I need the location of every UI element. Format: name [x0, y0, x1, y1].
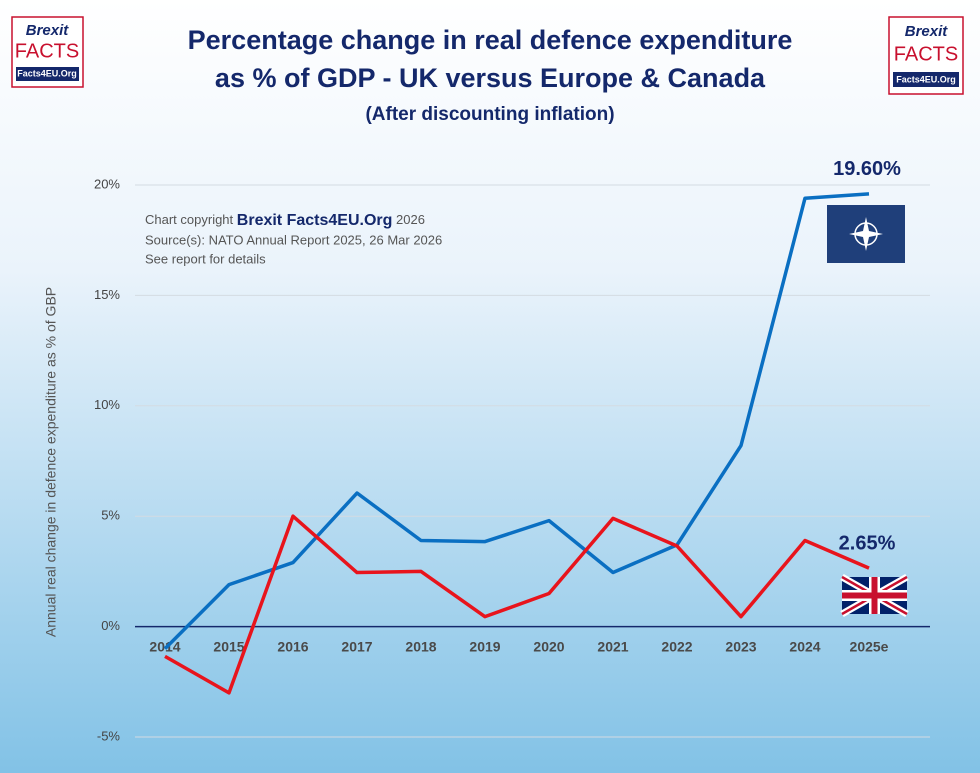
x-tick-label: 2020 — [533, 638, 564, 654]
nato-flag — [827, 205, 905, 263]
x-tick-label: 2021 — [597, 638, 628, 654]
logo-text: Facts4EU.Org — [17, 68, 77, 78]
x-tick-label: 2018 — [405, 638, 436, 654]
logo-text: FACTS — [15, 40, 79, 62]
logo: Brexit FACTS Facts4EU.Org — [888, 16, 964, 95]
y-tick-label: 15% — [94, 287, 120, 302]
logo-text: Brexit — [905, 23, 949, 40]
value-label: 19.60% — [833, 158, 901, 180]
y-tick-label: 5% — [101, 508, 120, 523]
chart-subtitle: (After discounting inflation) — [365, 104, 614, 125]
annotation: See report for details — [145, 251, 266, 266]
y-tick-label: 20% — [94, 176, 120, 191]
flag-part — [842, 577, 907, 614]
logo-text: FACTS — [894, 43, 958, 65]
logo: Brexit FACTS Facts4EU.Org — [11, 16, 84, 88]
annotation: Chart copyright — [145, 212, 234, 227]
series-line — [163, 192, 870, 650]
series-line — [164, 514, 870, 695]
y-tick-label: -5% — [97, 728, 121, 743]
y-tick-label: 10% — [94, 397, 120, 412]
x-tick-label: 2022 — [661, 638, 692, 654]
logo-text: Facts4EU.Org — [896, 74, 956, 84]
value-label: 2.65% — [839, 532, 896, 554]
x-tick-label: 2023 — [725, 638, 756, 654]
annotation-brand: Brexit Facts4EU.Org — [237, 212, 393, 229]
y-tick-label: 0% — [101, 618, 120, 633]
x-tick-label: 2016 — [277, 638, 308, 654]
x-tick-label: 2015 — [213, 638, 244, 654]
uk-flag — [840, 573, 909, 618]
chart-title: as % of GDP - UK versus Europe & Canada — [215, 63, 766, 93]
annotation: Source(s): NATO Annual Report 2025, 26 M… — [145, 232, 442, 247]
logo-text: Brexit — [26, 22, 70, 39]
x-tick-label: 2019 — [469, 638, 500, 654]
x-tick-label: 2025e — [850, 638, 889, 654]
plot-area: -5%0%5%10%15%20%2014 2015 2016 2017 2018 2019… — [94, 158, 930, 743]
y-axis-label: Annual real change in defence expenditur… — [43, 287, 59, 637]
annotation: Chart copyright Brexit Facts4EU.Org 2026 — [145, 212, 425, 229]
annotation: 2026 — [396, 212, 425, 227]
x-tick-label: 2024 — [789, 638, 820, 654]
flag-emblem — [849, 217, 883, 251]
logo-band — [893, 72, 959, 87]
chart-title: Percentage change in real defence expend… — [188, 25, 793, 55]
x-tick-label: 2017 — [341, 638, 372, 654]
logo-band — [16, 67, 79, 81]
